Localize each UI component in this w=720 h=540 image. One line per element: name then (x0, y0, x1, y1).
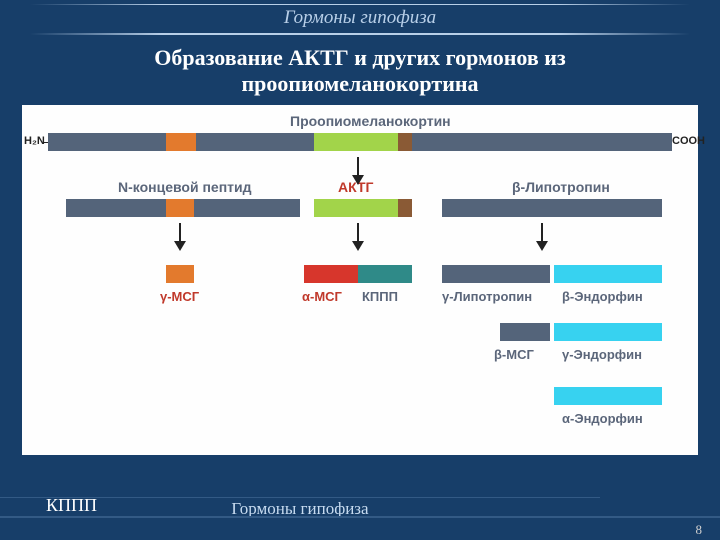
row3-label: γ-Липотропин (442, 289, 532, 304)
row2-seg (314, 199, 398, 217)
arrow-head-icon (174, 241, 186, 251)
row1-seg (398, 133, 412, 151)
arrow-shaft (541, 223, 543, 243)
row2-seg (442, 199, 662, 217)
arrow-shaft (357, 157, 359, 177)
row1-seg (412, 133, 672, 151)
row1-seg (196, 133, 314, 151)
row3-label: α-МСГ (302, 289, 342, 304)
terminal-h2n: H₂N (24, 135, 45, 147)
row3-seg (554, 265, 662, 283)
arrow-head-icon (352, 175, 364, 185)
row2-seg (66, 199, 166, 217)
top-divider-2 (30, 33, 690, 35)
row4-seg (554, 323, 662, 341)
page-number: 8 (696, 522, 703, 538)
row1-seg (48, 133, 166, 151)
row2-title: N-концевой пептид (118, 179, 252, 195)
row2-seg (194, 199, 300, 217)
top-divider-1 (30, 4, 690, 5)
footer-title: Гормоны гипофиза (0, 497, 600, 518)
row3-seg (442, 265, 550, 283)
arrow-shaft (357, 223, 359, 243)
row2-seg (398, 199, 412, 217)
row3-label: β-Эндорфин (562, 289, 643, 304)
row5-label: α-Эндорфин (562, 411, 643, 426)
row1-title: Проопиомеланокортин (290, 113, 451, 129)
row3-seg (166, 265, 194, 283)
terminal-cooh: COOH (672, 135, 705, 147)
row3-label: КППП (362, 289, 398, 304)
footer-bar (0, 516, 720, 540)
row4-label: γ-Эндорфин (562, 347, 642, 362)
row2-title: β-Липотропин (512, 179, 610, 195)
slide-subtitle: Образование АКТГ и других гормонов из пр… (60, 45, 660, 97)
row1-seg (314, 133, 398, 151)
row1-seg (166, 133, 196, 151)
row3-seg (358, 265, 412, 283)
arrow-head-icon (352, 241, 364, 251)
row3-seg (304, 265, 358, 283)
top-title: Гормоны гипофиза (0, 7, 720, 29)
row2-seg (166, 199, 194, 217)
diagram-canvas: H₂NCOOHПроопиомеланокортинN-концевой пеп… (22, 105, 698, 455)
arrow-shaft (179, 223, 181, 243)
row3-label: γ-МСГ (160, 289, 199, 304)
arrow-head-icon (536, 241, 548, 251)
row5-seg (554, 387, 662, 405)
row4-label: β-МСГ (494, 347, 534, 362)
row4-seg (500, 323, 550, 341)
